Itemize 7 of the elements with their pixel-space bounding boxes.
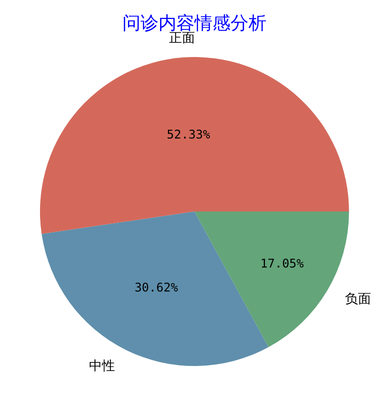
data-label: 30.62% (134, 280, 179, 294)
pie-slice (40, 57, 349, 234)
slice-label: 正面 (169, 31, 195, 46)
data-label: 52.33% (166, 127, 211, 142)
slice-label: 负面 (345, 292, 371, 307)
data-label: 17.05% (260, 256, 305, 271)
slice-label: 中性 (89, 359, 115, 374)
